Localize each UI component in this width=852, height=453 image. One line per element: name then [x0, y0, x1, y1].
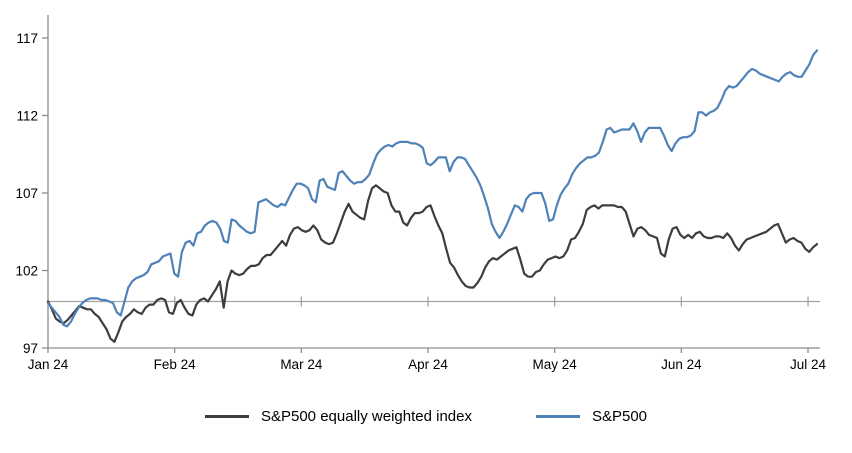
- y-axis-tick-label: 102: [15, 264, 38, 279]
- x-axis-tick-label: May 24: [533, 357, 578, 372]
- legend-item-sp500: S&P500: [535, 408, 648, 425]
- x-axis-tick-label: Jan 24: [28, 357, 69, 372]
- equal-weight-line: [46, 184, 819, 343]
- legend-label-sp500: S&P500: [591, 408, 648, 425]
- equal-weight-line-swatch: [204, 415, 249, 418]
- legend-label-equal-weight: S&P500 equally weighted index: [260, 408, 472, 425]
- x-axis-tick-label: Apr 24: [408, 357, 448, 372]
- legend-item-equal-weight: S&P500 equally weighted index: [204, 408, 472, 425]
- sp500-line-swatch: [535, 415, 580, 418]
- x-axis-tick-label: Mar 24: [280, 357, 323, 372]
- x-axis-tick-label: Feb 24: [154, 357, 197, 372]
- chart-canvas: 97 102 107 112 117 Jan 24 Feb 24 Mar 24 Apr 24 Ma…: [15, 15, 827, 372]
- y-axis-tick-label: 97: [23, 341, 38, 356]
- x-axis-tick-label: Jul 24: [790, 357, 827, 372]
- chart-legend: S&P500 equally weighted index S&P500: [0, 408, 852, 425]
- sp500-line: [46, 49, 819, 328]
- y-axis-tick-label: 112: [16, 109, 38, 124]
- y-axis-tick-label: 107: [15, 186, 38, 201]
- x-axis-tick-label: Jun 24: [661, 357, 702, 372]
- y-axis-tick-label: 117: [16, 31, 38, 46]
